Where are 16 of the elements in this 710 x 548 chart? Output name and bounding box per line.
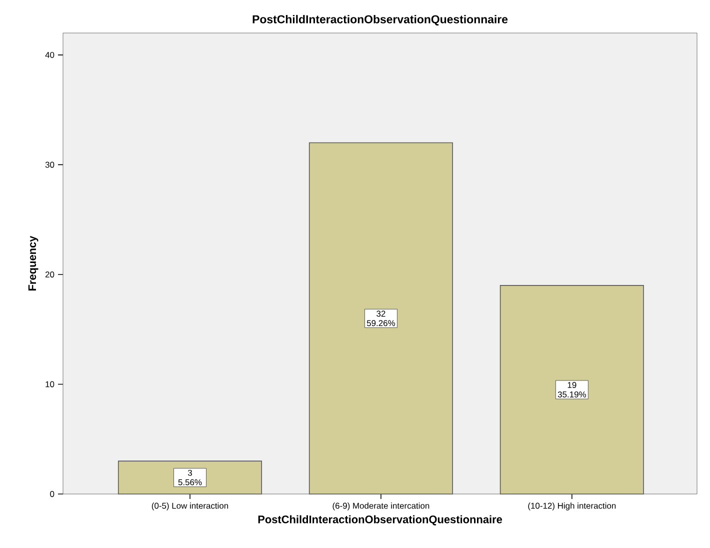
bar — [308, 142, 453, 494]
bar — [500, 285, 644, 494]
y-tick-label: 40 — [45, 52, 54, 58]
chart-title: PostChildInteractionObservationQuestionnaire — [252, 14, 508, 26]
data-label: 3 5.56% — [178, 470, 202, 486]
y-axis-title: Frequency — [28, 236, 38, 290]
x-tick-label: (6-9) Moderate intercation — [332, 502, 430, 510]
x-tick-label: (10-12) High interaction — [528, 502, 616, 510]
data-label: 32 59.26% — [366, 310, 396, 326]
y-tick-label: 0 — [50, 491, 54, 497]
y-tick-label: 10 — [46, 381, 54, 388]
y-tick-label: 30 — [45, 162, 54, 168]
x-tick-label: (0-5) Low interaction — [152, 502, 228, 510]
y-tick-label: 20 — [45, 271, 54, 278]
data-label: 19 35.19% — [558, 382, 586, 398]
x-axis-title: PostChildInteractionObservationQuestionnaire — [258, 515, 502, 526]
